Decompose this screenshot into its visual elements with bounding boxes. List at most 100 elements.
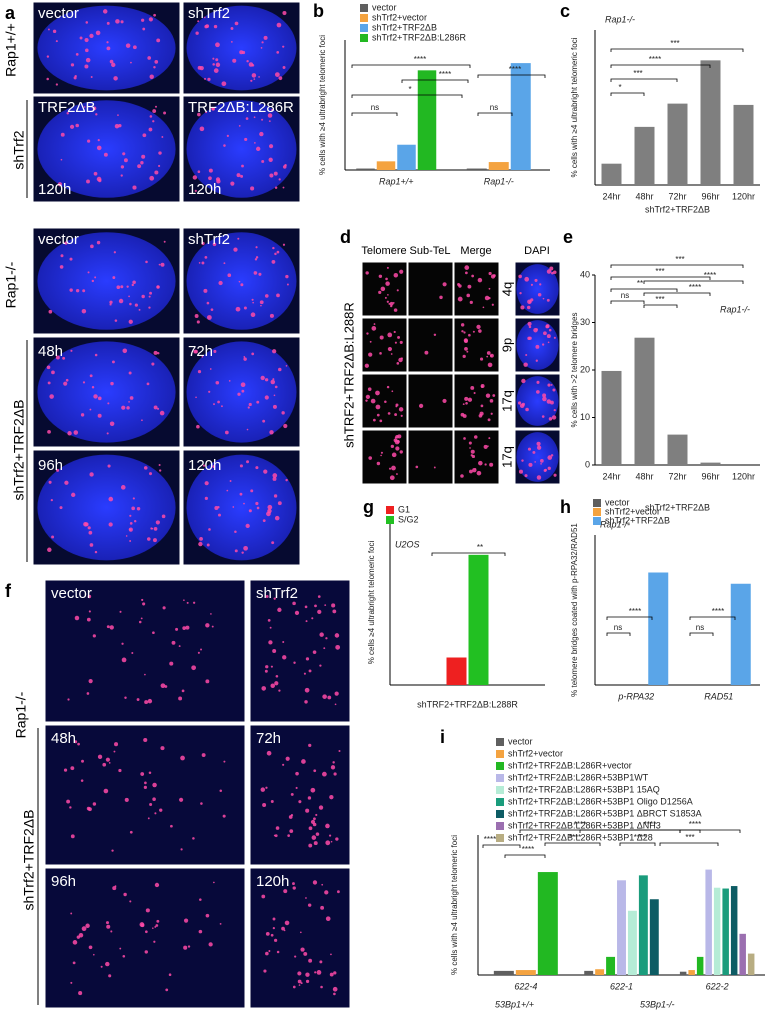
telomere-spot xyxy=(466,350,469,353)
telomere-spot xyxy=(550,454,554,457)
side-label: Rap1-/- xyxy=(3,261,19,308)
telomere-spot xyxy=(159,410,165,416)
telomere-spot xyxy=(272,378,275,381)
telomere-spot xyxy=(248,509,252,513)
nucleus xyxy=(37,454,176,561)
legend-label: G1 xyxy=(398,504,410,514)
telomere-spot xyxy=(234,21,239,26)
telomere-spot xyxy=(285,756,290,761)
telomere-spot xyxy=(210,613,212,615)
telomere-spot xyxy=(74,74,77,78)
x-tick-label: 48hr xyxy=(635,191,653,201)
telomere-spot xyxy=(282,641,285,644)
significance-bracket xyxy=(659,842,719,846)
telomere-spot xyxy=(187,945,191,948)
telomere-spot xyxy=(93,171,98,176)
telomere-spot xyxy=(292,985,296,989)
telomere-spot xyxy=(147,56,152,60)
telomere-spot xyxy=(525,354,528,357)
telomere-spot xyxy=(329,794,334,800)
telomere-spot xyxy=(385,277,388,281)
side-label: shTrf2+TRF2ΔB xyxy=(21,809,37,910)
telomere-spot xyxy=(109,303,112,306)
x-tick-label: 622-2 xyxy=(706,981,729,991)
telomere-spot xyxy=(131,506,135,511)
telomere-spot xyxy=(518,274,522,279)
telomere-spot xyxy=(70,63,75,67)
telomere-spot xyxy=(308,669,312,673)
telomere-spot xyxy=(48,28,50,31)
telomere-spot xyxy=(91,386,95,389)
telomere-spot xyxy=(376,413,380,417)
telomere-spot xyxy=(194,189,197,192)
telomere-spot xyxy=(204,256,208,259)
telomere-spot xyxy=(168,973,172,976)
telomere-spot xyxy=(240,174,244,178)
telomere-spot xyxy=(398,407,404,412)
significance-bracket xyxy=(351,64,471,68)
bar xyxy=(638,875,648,975)
telomere-spot xyxy=(109,625,114,630)
telomere-spot xyxy=(204,24,208,29)
telomere-spot xyxy=(334,703,337,706)
legend-label: shTrf2+TRF2ΔB xyxy=(372,22,437,32)
telomere-spot xyxy=(72,940,78,945)
telomere-spot xyxy=(138,308,141,311)
telomere-spot xyxy=(211,106,215,111)
telomere-spot xyxy=(88,530,93,535)
telomere-spot xyxy=(276,950,280,954)
telomere-spot xyxy=(553,473,557,477)
telomere-spot xyxy=(433,466,436,469)
telomere-spot xyxy=(323,647,326,650)
telomere-spot xyxy=(270,379,276,385)
legend-swatch xyxy=(496,786,504,794)
telomere-spot xyxy=(153,350,158,355)
telomere-spot xyxy=(102,9,108,14)
significance-label: ** xyxy=(477,543,483,552)
telomere-spot xyxy=(526,305,531,310)
telomere-spot xyxy=(200,802,203,805)
nucleus xyxy=(186,100,297,198)
telomere-spot xyxy=(217,400,220,404)
telomere-spot xyxy=(149,291,152,295)
telomere-spot xyxy=(553,336,556,339)
telomere-spot xyxy=(260,375,265,381)
telomere-spot xyxy=(161,514,166,519)
legend-swatch xyxy=(360,14,368,22)
telomere-spot xyxy=(94,353,98,357)
telomere-spot xyxy=(215,62,221,67)
significance-bracket xyxy=(579,829,701,833)
significance-label: *** xyxy=(670,39,679,48)
telomere-spot xyxy=(365,399,368,402)
telomere-spot xyxy=(278,689,281,692)
telomere-spot xyxy=(224,430,229,435)
telomere-spot xyxy=(276,293,280,298)
telomere-spot xyxy=(163,111,167,115)
telomere-spot xyxy=(396,289,399,292)
panel-letter: i xyxy=(440,727,445,747)
telomere-spot xyxy=(251,352,255,356)
telomere-spot xyxy=(157,352,160,355)
telomere-spot xyxy=(270,683,276,689)
telomere-spot xyxy=(320,905,325,910)
telomere-spot xyxy=(129,830,133,834)
significance-label: * xyxy=(408,85,411,94)
telomere-spot xyxy=(246,428,249,431)
telomere-spot xyxy=(192,601,196,604)
telomere-spot xyxy=(460,323,465,327)
telomere-spot xyxy=(213,68,219,74)
telomere-spot xyxy=(199,898,202,901)
telomere-spot xyxy=(307,903,312,907)
telomere-spot xyxy=(532,450,536,454)
telomere-spot xyxy=(132,497,135,500)
telomere-spot xyxy=(394,436,397,439)
telomere-spot xyxy=(143,785,147,790)
telomere-spot xyxy=(128,527,133,532)
chart-subtitle: U2OS xyxy=(395,539,420,549)
x-axis-label: shTrf2+TRF2ΔB xyxy=(645,204,710,214)
telomere-spot xyxy=(268,157,273,162)
legend-label: shTrf2+vector xyxy=(372,12,427,22)
telomere-spot xyxy=(142,27,146,31)
significance-bracket xyxy=(477,74,546,78)
telomere-spot xyxy=(467,284,472,289)
